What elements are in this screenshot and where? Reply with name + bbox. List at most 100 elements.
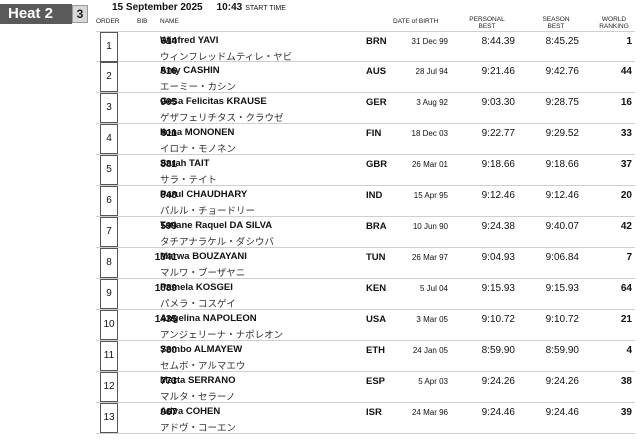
table-row: 12 773 Marta SERRANO マルタ・セラーノ ESP 5 Apr 03 9:2… [96, 372, 635, 403]
table-row: 10 1435 Angelina NAPOLEON アンジェリーナ・ナポレオン USA 3… [96, 310, 635, 341]
pb-header-line2: BEST [478, 23, 496, 30]
athlete-name: Tatiane Raquel DA SILVA [160, 220, 273, 231]
table-row: 11 780 Sembo ALMAYEW セムボ・アルマエウ ETH 24 Jan 05 8… [96, 341, 635, 372]
athlete-world-ranking: 21 [620, 314, 632, 325]
athlete-date-of-birth: 3 Mar 05 [416, 315, 448, 324]
athlete-world-ranking: 37 [620, 159, 632, 170]
athlete-date-of-birth: 31 Dec 99 [411, 37, 448, 46]
table-row: 13 967 Adva COHEN アドヴ・コーエン ISR 24 Mar 96 9:24.… [96, 403, 635, 434]
athlete-name: Pamela KOSGEI [160, 282, 233, 293]
athlete-order: 3 [100, 93, 118, 123]
athlete-personal-best: 9:24.38 [481, 221, 515, 232]
athlete-country: BRA [366, 221, 387, 232]
athlete-world-ranking: 39 [620, 407, 632, 418]
table-row: 5 881 Sarah TAIT サラ・テイト GBR 26 Mar 01 9:18.66 9… [96, 155, 635, 186]
athlete-order: 8 [100, 248, 118, 278]
athlete-name: Parul CHAUDHARY [160, 189, 248, 200]
athlete-season-best: 9:40.07 [545, 221, 579, 232]
table-row: 7 599 Tatiane Raquel DA SILVA タチアナラケル・ダシウバ B… [96, 217, 635, 248]
column-header-dob: DATE of BIRTH [393, 18, 439, 25]
rank-header-line1: WORLD [601, 16, 627, 23]
athlete-name: Marta SERRANO [160, 375, 236, 386]
athlete-personal-best: 9:03.30 [481, 97, 515, 108]
athlete-bib: 948 [160, 190, 177, 201]
athlete-name-katakana: ウィンフレッドムティレ・ヤビ [160, 52, 293, 63]
table-row: 9 1089 Pamela KOSGEI パメラ・コスゲイ KEN 5 Jul 04 9:1… [96, 279, 635, 310]
athlete-date-of-birth: 5 Apr 03 [418, 377, 448, 386]
athlete-country: ESP [366, 376, 386, 387]
athlete-personal-best: 9:24.46 [481, 407, 515, 418]
athlete-bib: 811 [160, 128, 177, 139]
athlete-country: ETH [366, 345, 385, 356]
athlete-date-of-birth: 26 Mar 97 [411, 253, 448, 262]
column-header-order: ORDER [96, 18, 120, 25]
athlete-date-of-birth: 15 Apr 95 [413, 191, 448, 200]
athlete-name: Marwa BOUZAYANI [160, 251, 247, 262]
athlete-order: 11 [100, 341, 118, 371]
sb-header-line2: BEST [547, 23, 565, 30]
athlete-season-best: 9:15.93 [545, 283, 579, 294]
athlete-name-katakana: ゲザフェリチタス・クラウゼ [160, 113, 284, 124]
athlete-world-ranking: 33 [620, 128, 632, 139]
athlete-personal-best: 8:59.90 [481, 345, 515, 356]
athlete-world-ranking: 4 [626, 345, 632, 356]
athlete-order: 2 [100, 62, 118, 92]
athlete-world-ranking: 7 [626, 252, 632, 263]
athlete-season-best: 9:42.76 [545, 66, 579, 77]
athlete-bib: 881 [160, 159, 177, 170]
table-row: 2 516 Amy CASHIN エーミー・カシン AUS 28 Jul 94 9:21.4… [96, 62, 635, 93]
athlete-season-best: 9:24.46 [545, 407, 579, 418]
athlete-personal-best: 9:10.72 [481, 314, 515, 325]
athlete-name: Sarah TAIT [160, 158, 210, 169]
start-list-table: 1 614 Winfred YAVI ウィンフレッドムティレ・ヤビ BRN 31 Dec … [96, 31, 635, 434]
athlete-name: Sembo ALMAYEW [160, 344, 243, 355]
athlete-season-best: 9:12.46 [545, 190, 579, 201]
athlete-bib: 780 [160, 345, 177, 356]
athlete-bib: 773 [160, 376, 177, 387]
athlete-country: IND [366, 190, 383, 201]
athlete-personal-best: 9:22.77 [481, 128, 515, 139]
athlete-bib: 1341 [154, 252, 177, 263]
athlete-world-ranking: 38 [620, 376, 632, 387]
athlete-order: 13 [100, 403, 118, 433]
athlete-date-of-birth: 24 Mar 96 [411, 408, 448, 417]
athlete-order: 4 [100, 124, 118, 154]
athlete-bib: 614 [160, 36, 177, 47]
athlete-order: 9 [100, 279, 118, 309]
athlete-order: 5 [100, 155, 118, 185]
column-header-name: NAME [160, 18, 179, 25]
athlete-season-best: 8:45.25 [545, 36, 579, 47]
athlete-season-best: 9:06.84 [545, 252, 579, 263]
athlete-world-ranking: 64 [620, 283, 632, 294]
athlete-name: Adva COHEN [160, 406, 221, 417]
athlete-name-katakana: セムボ・アルマエウ [160, 361, 246, 372]
athlete-bib: 516 [160, 66, 177, 77]
athlete-world-ranking: 44 [620, 66, 632, 77]
athlete-date-of-birth: 26 Mar 01 [411, 160, 448, 169]
athlete-country: FIN [366, 128, 382, 139]
athlete-personal-best: 9:21.46 [481, 66, 515, 77]
athlete-season-best: 9:24.26 [545, 376, 579, 387]
heat-number-badge: 3 [72, 5, 88, 23]
athlete-date-of-birth: 28 Jul 94 [415, 67, 448, 76]
athlete-date-of-birth: 24 Jan 05 [412, 346, 448, 355]
column-header-world-ranking: WORLD RANKING [596, 16, 632, 30]
athlete-bib: 1089 [154, 283, 177, 294]
athlete-name-katakana: パメラ・コスゲイ [160, 299, 236, 310]
athlete-name-katakana: アドヴ・コーエン [160, 423, 237, 434]
athlete-personal-best: 9:24.26 [481, 376, 515, 387]
athlete-date-of-birth: 10 Jun 90 [412, 222, 448, 231]
athlete-name-katakana: サラ・テイト [160, 175, 218, 186]
athlete-season-best: 9:29.52 [545, 128, 579, 139]
athlete-order: 1 [100, 32, 118, 62]
athlete-order: 10 [100, 310, 118, 340]
start-time-label: START TIME [245, 5, 286, 12]
athlete-name: Gesa Felicitas KRAUSE [160, 96, 267, 107]
athlete-country: GBR [366, 159, 388, 170]
heat-label: Heat 2 [0, 4, 72, 24]
athlete-country: TUN [366, 252, 386, 263]
event-datetime: 15 September 2025 10:43 START TIME [112, 2, 286, 13]
athlete-personal-best: 8:44.39 [481, 36, 515, 47]
sb-header-line1: SEASON [542, 16, 570, 23]
athlete-name: Angelina NAPOLEON [160, 313, 257, 324]
